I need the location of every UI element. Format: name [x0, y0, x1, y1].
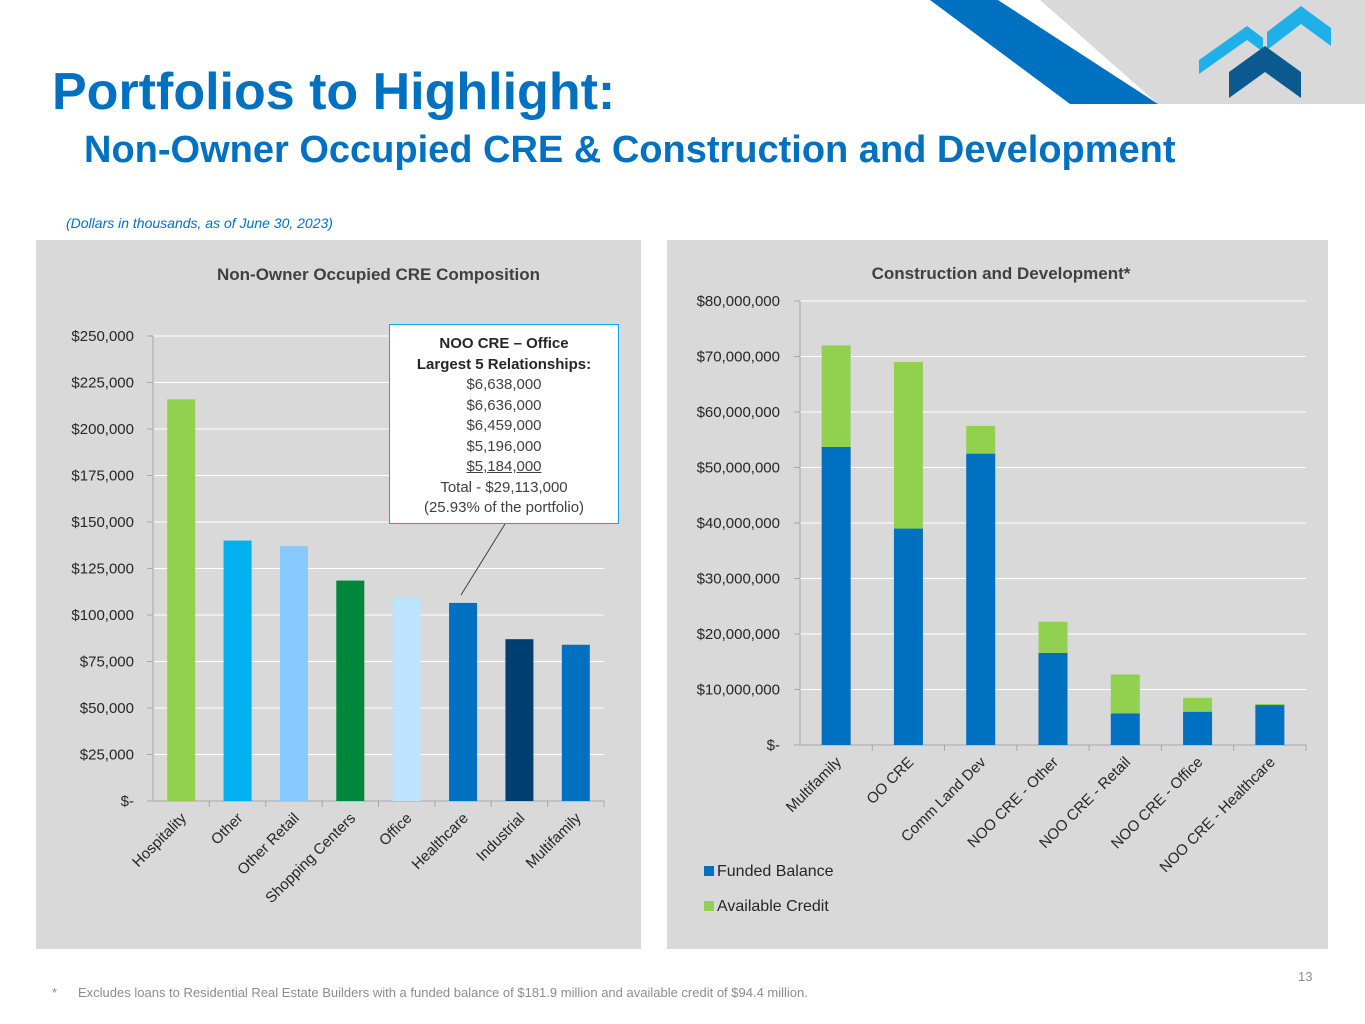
bar-segment — [893, 528, 923, 745]
legend-swatch — [704, 901, 714, 911]
x-tick-label: Hospitality — [129, 809, 190, 870]
logo-dark-chevron — [1229, 46, 1301, 98]
y-tick-label: $50,000 — [80, 700, 134, 717]
legend-swatch — [704, 866, 714, 876]
y-tick-label: $125,000 — [71, 561, 134, 578]
y-tick-label: $70,000,000 — [697, 349, 780, 366]
bar — [561, 644, 590, 801]
page-number: 13 — [1298, 969, 1313, 984]
y-tick-label: $75,000 — [80, 654, 134, 671]
footnote: * Excludes loans to Residential Real Esta… — [52, 985, 808, 1000]
bar-segment — [1110, 674, 1140, 714]
y-tick-label: $80,000,000 — [697, 293, 780, 310]
office-callout: NOO CRE – Office Largest 5 Relationships… — [389, 324, 619, 524]
y-tick-label: $- — [121, 793, 134, 810]
y-tick-label: $250,000 — [71, 328, 134, 345]
y-tick-label: $150,000 — [71, 514, 134, 531]
x-tick-label: Office — [376, 810, 416, 850]
footnote-text: Excludes loans to Residential Real Estat… — [78, 985, 808, 1000]
page-title: Portfolios to Highlight: — [52, 63, 616, 121]
callout-value: $6,636,000 — [466, 396, 542, 414]
bar-segment — [821, 446, 851, 745]
bar-segment — [966, 425, 996, 454]
callout-percent: (25.93% of the portfolio) — [423, 499, 585, 516]
callout-value: $6,638,000 — [466, 376, 542, 393]
callout-value: $5,184,000 — [466, 458, 542, 475]
callout-leader-line — [460, 523, 506, 596]
bar-segment — [1255, 705, 1285, 745]
x-tick-label: Industrial — [473, 810, 528, 865]
chart-title: Construction and Development* — [872, 264, 1131, 283]
bar-segment — [893, 362, 923, 529]
callout-subheading: Largest 5 Relationships: — [416, 355, 592, 373]
header-blue-stripe — [930, 0, 1158, 104]
y-tick-label: $200,000 — [71, 421, 134, 438]
legend-label: Available Credit — [717, 898, 829, 915]
page-subtitle: Non-Owner Occupied CRE & Construction an… — [84, 129, 1176, 171]
bar — [449, 602, 478, 801]
chart-title: Non-Owner Occupied CRE Composition — [217, 265, 540, 284]
footnote-marker: * — [52, 985, 58, 1000]
y-tick-label: $30,000,000 — [697, 571, 780, 588]
callout-total: Total - $29,113,000 — [440, 478, 568, 496]
x-tick-label: Other — [208, 810, 247, 849]
callout-value: $6,459,000 — [466, 417, 542, 434]
y-tick-label: $20,000,000 — [697, 626, 780, 643]
legend-label: Funded Balance — [717, 863, 834, 880]
construction-chart: Construction and Development* $- $10,000,0… — [697, 264, 1307, 915]
bar — [279, 546, 308, 801]
bar-segment — [821, 345, 851, 447]
construction-chart-panel: Construction and Development* $- $10,000,0… — [667, 240, 1328, 949]
bar-segment — [1110, 713, 1140, 745]
y-tick-label: $40,000,000 — [697, 515, 780, 532]
y-tick-label: $50,000,000 — [697, 460, 780, 477]
bar — [336, 580, 365, 801]
bar-segment — [1255, 703, 1285, 706]
noo-cre-chart: Non-Owner Occupied CRE Composition $- $25,… — [71, 265, 605, 907]
callout-heading: NOO CRE – Office — [439, 335, 569, 352]
bar — [392, 597, 421, 801]
company-logo — [1199, 6, 1331, 98]
y-tick-label: $10,000,000 — [697, 682, 780, 699]
logo-light-chevron-right — [1267, 6, 1331, 50]
y-tick-label: $100,000 — [71, 607, 134, 624]
x-tick-label: OO CRE — [863, 754, 917, 808]
bar — [505, 639, 534, 801]
bar-segment — [966, 453, 996, 745]
y-tick-label: $- — [767, 737, 780, 754]
bar-segment — [1183, 711, 1213, 745]
bar-segment — [1038, 652, 1068, 745]
bar-segment — [1183, 697, 1213, 712]
bar — [223, 540, 252, 801]
bar — [167, 399, 196, 801]
y-tick-label: $25,000 — [80, 747, 134, 764]
logo-light-chevron-left — [1199, 26, 1263, 74]
units-note: (Dollars in thousands, as of June 30, 20… — [66, 215, 333, 231]
callout-value: $5,196,000 — [466, 437, 542, 455]
y-tick-label: $225,000 — [71, 375, 134, 392]
bar-segment — [1038, 621, 1068, 653]
y-tick-label: $175,000 — [71, 468, 134, 485]
x-tick-label: Multifamily — [523, 809, 585, 871]
x-tick-label: Healthcare — [409, 810, 472, 873]
y-tick-label: $60,000,000 — [697, 404, 780, 421]
x-tick-label: Multifamily — [783, 753, 845, 815]
